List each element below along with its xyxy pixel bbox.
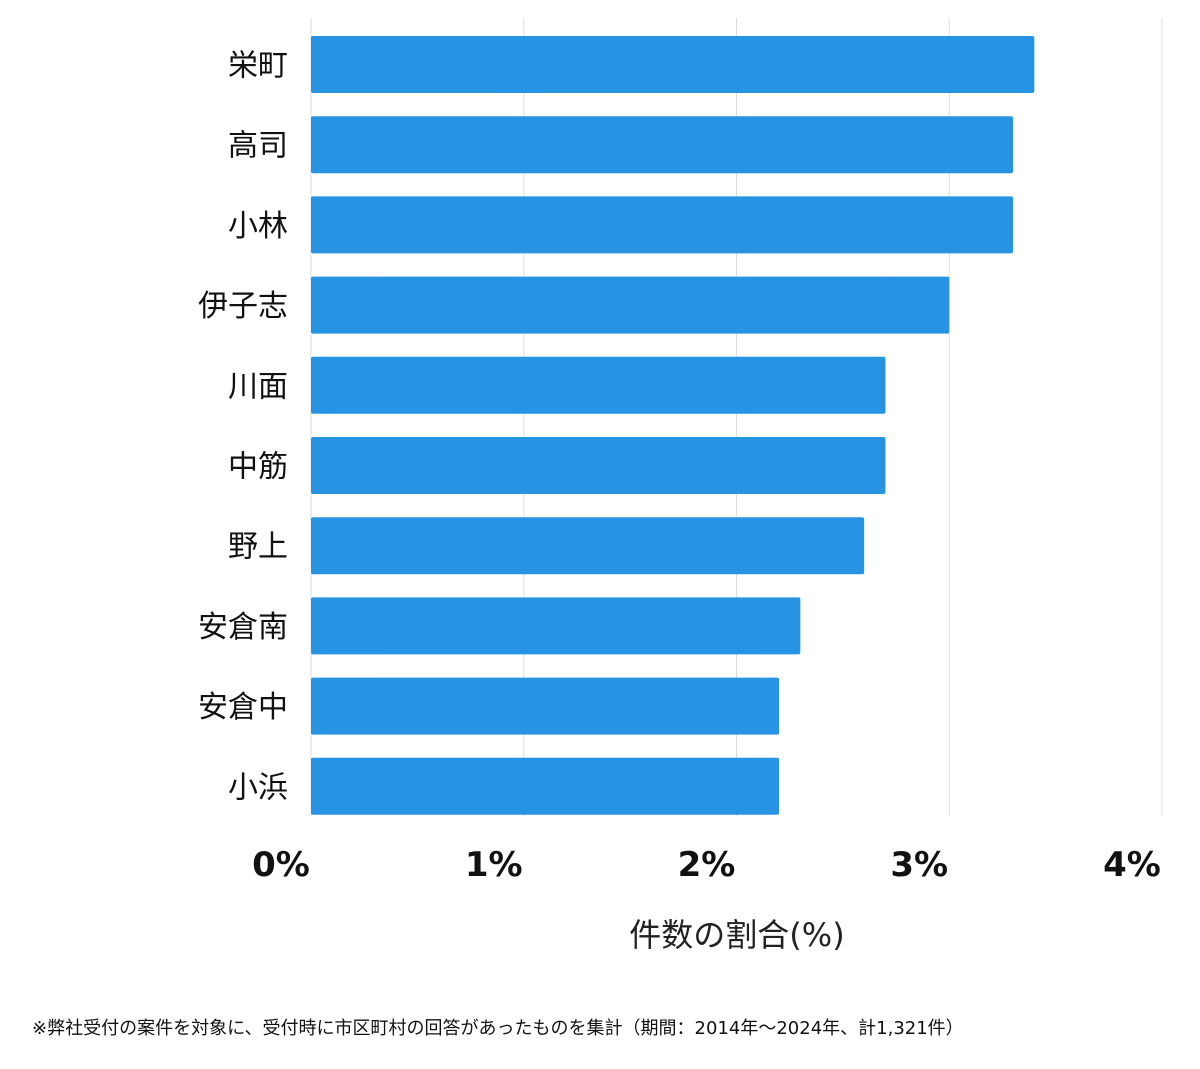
bar (311, 437, 886, 494)
footnote: ※弊社受付の案件を対象に、受付時に市区町村の回答があったものを集計（期間：201… (32, 1018, 964, 1039)
bars (311, 36, 1035, 815)
x-tick-label: 0% (252, 845, 310, 885)
category-label: 安倉中 (198, 690, 288, 725)
category-label: 川面 (228, 369, 288, 404)
bar (311, 757, 780, 815)
category-label: 小林 (228, 209, 288, 244)
category-label: 野上 (228, 530, 288, 565)
bar (311, 677, 780, 735)
bar (311, 116, 1014, 174)
x-tick-labels: 0% 1% 2% 3% 4% (252, 845, 1161, 885)
bar (311, 517, 865, 575)
category-label: 小浜 (228, 770, 288, 805)
bar (311, 276, 950, 334)
category-label: 高司 (228, 129, 288, 164)
x-tick-label: 1% (465, 845, 523, 885)
bar (311, 597, 801, 655)
x-tick-label: 3% (890, 845, 948, 885)
bar (311, 196, 1014, 254)
x-axis-title: 件数の割合(%) (629, 916, 844, 954)
category-label: 中筋 (228, 450, 288, 485)
bar (311, 36, 1035, 93)
category-label: 安倉南 (198, 610, 288, 645)
category-label: 栄町 (228, 49, 288, 84)
bar (311, 356, 886, 414)
x-tick-label: 4% (1103, 845, 1161, 885)
x-tick-label: 2% (678, 845, 736, 885)
category-label: 伊子志 (198, 289, 288, 324)
